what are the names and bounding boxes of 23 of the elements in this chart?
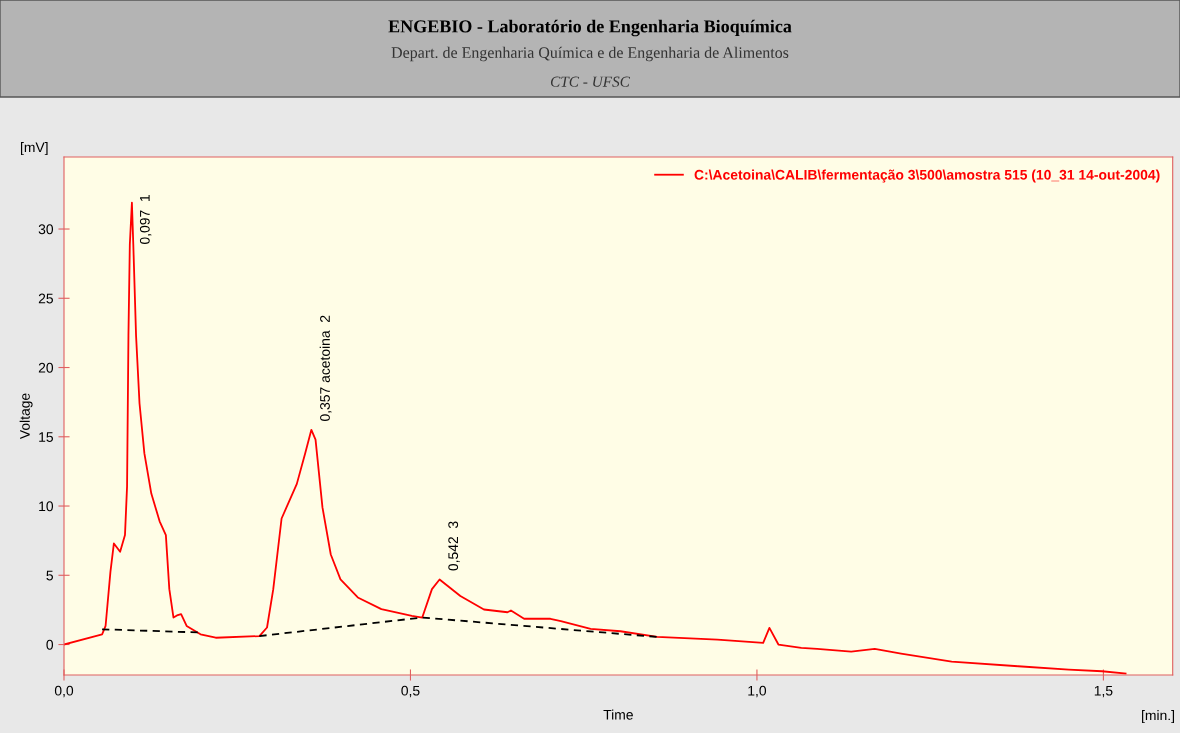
annotation: 0,542 3 bbox=[448, 521, 460, 571]
annotation: 0,357 acetoina 2 bbox=[319, 315, 332, 421]
y-tick-label: 15 bbox=[39, 432, 53, 442]
y-tick-label: 20 bbox=[38, 362, 54, 373]
legend-label: C:\Acetoina\CALIB\fermentação 3\500\amostra 515 (10_31 14-out-2004) bbox=[694, 169, 1160, 183]
line-series bbox=[64, 201, 1127, 675]
chart-subtitle: Depart. de Engenharia Química e de Engenharia de Alimentos bbox=[391, 46, 789, 62]
x-tick-label: 0,0 bbox=[54, 685, 74, 698]
y-tick-label: 5 bbox=[46, 570, 53, 581]
text: CTC - UFSC bbox=[550, 76, 631, 87]
x-axis-title: Time bbox=[603, 709, 633, 720]
y-tick-label: 25 bbox=[38, 293, 53, 304]
x-tick-label: 1,0 bbox=[748, 685, 767, 698]
text: [mV] bbox=[20, 142, 48, 155]
annotation: 0,097 1 bbox=[139, 195, 152, 245]
x-tick-label: 1,5 bbox=[1094, 685, 1113, 698]
y-tick-label: 30 bbox=[38, 224, 54, 235]
text: [min.] bbox=[1142, 710, 1175, 723]
y-axis-title: Voltage bbox=[19, 393, 33, 440]
x-tick-label: 0,5 bbox=[401, 685, 420, 698]
y-tick-label: 0 bbox=[46, 639, 54, 650]
chart-title: ENGEBIO - Laboratório de Engenharia Bioquímica bbox=[388, 19, 792, 37]
y-tick-label: 10 bbox=[39, 501, 54, 512]
